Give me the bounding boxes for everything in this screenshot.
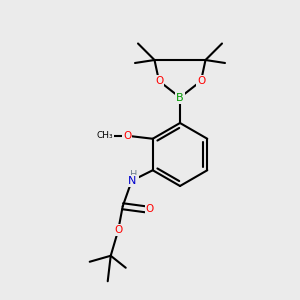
Text: B: B: [176, 92, 184, 103]
Text: CH₃: CH₃: [96, 131, 113, 140]
Text: O: O: [123, 131, 131, 141]
Text: H: H: [130, 170, 138, 180]
Text: N: N: [128, 176, 136, 186]
Text: O: O: [146, 204, 154, 214]
Text: O: O: [114, 225, 122, 235]
Text: O: O: [155, 76, 163, 86]
Text: O: O: [197, 76, 205, 86]
